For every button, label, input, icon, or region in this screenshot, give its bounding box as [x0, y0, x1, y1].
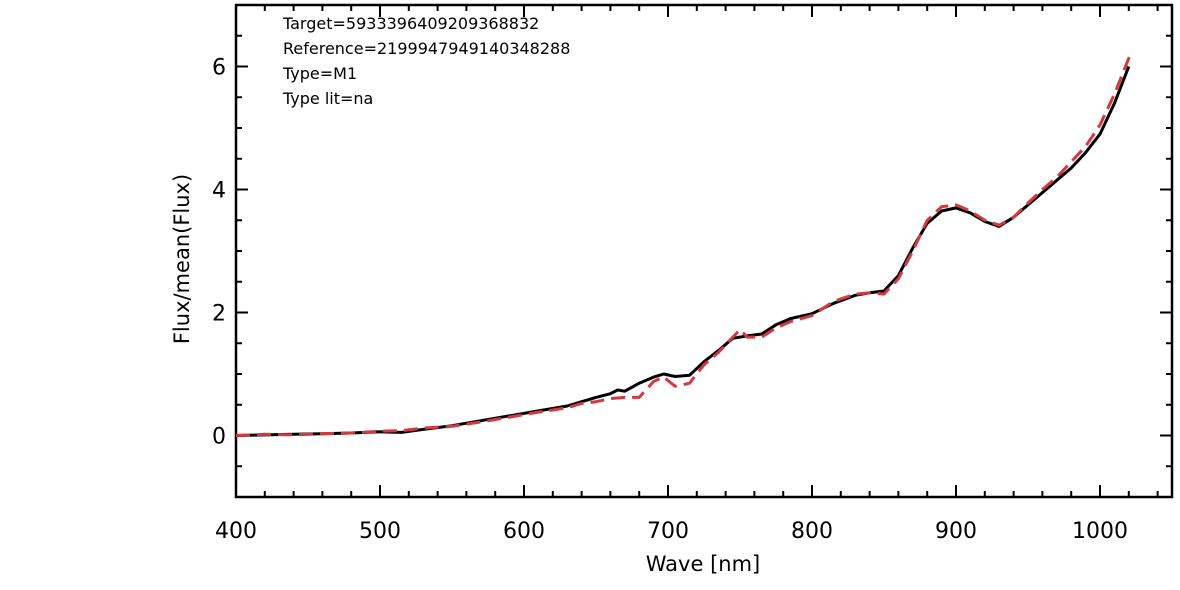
series-group — [235, 50, 1134, 437]
annotation-text: Type lit=na — [282, 89, 373, 108]
annotation-text: Target=5933396409209368832 — [282, 14, 539, 33]
x-axis-label: Wave [nm] — [646, 552, 760, 576]
annotations-group: Target=5933396409209368832 Reference=2199… — [282, 14, 570, 108]
tick-labels-group: 400 500 600 700 800 900 1000 0 2 4 6 — [212, 56, 1128, 545]
y-tick-label: 6 — [212, 56, 226, 81]
ticks-group — [235, 4, 1172, 498]
axes-frame-group — [234, 3, 1174, 499]
annotation-text: Type=M1 — [282, 64, 357, 83]
y-tick-label: 0 — [212, 425, 226, 450]
y-tick-label: 2 — [212, 302, 226, 327]
x-tick-label: 600 — [503, 519, 545, 544]
x-tick-label: 400 — [215, 519, 257, 544]
y-axis-label: Flux/mean(Flux) — [170, 174, 194, 344]
y-tick-label: 4 — [212, 179, 226, 204]
annotation-text: Reference=2199947949140348288 — [283, 39, 570, 58]
x-tick-label: 900 — [935, 519, 977, 544]
target-spectrum-line — [235, 65, 1131, 437]
x-tick-label: 500 — [359, 519, 401, 544]
x-tick-label: 800 — [791, 519, 833, 544]
plot-frame — [234, 3, 1174, 499]
x-tick-label: 700 — [647, 519, 689, 544]
x-tick-label: 1000 — [1072, 519, 1128, 544]
reference-spectrum-line — [235, 50, 1134, 437]
